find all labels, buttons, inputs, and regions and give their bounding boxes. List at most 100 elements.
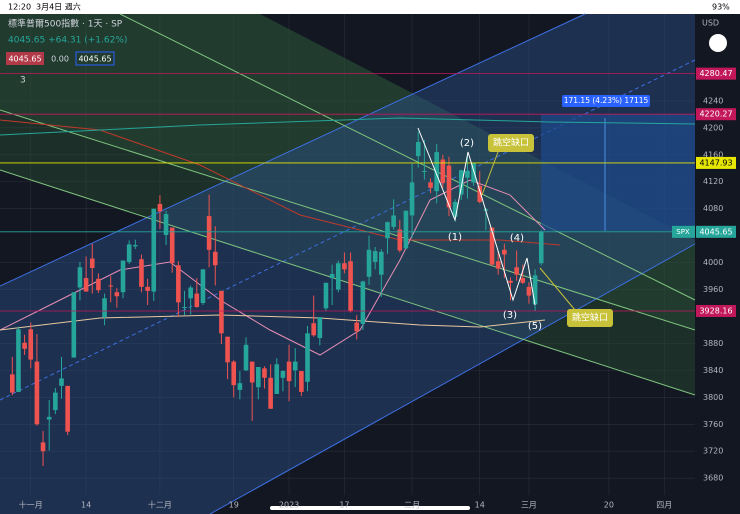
channel-line bbox=[0, 13, 586, 287]
candle-body bbox=[102, 298, 107, 318]
y-tick-label: 3840 bbox=[703, 366, 723, 375]
y-tick-label: 4080 bbox=[703, 204, 723, 213]
candle-body bbox=[139, 259, 144, 287]
candle-body bbox=[348, 261, 353, 312]
symbol-tag bbox=[672, 225, 695, 238]
candle-body bbox=[471, 162, 476, 183]
candle-body bbox=[292, 361, 298, 371]
candle-body bbox=[335, 263, 341, 290]
price-tag bbox=[696, 225, 736, 238]
candle-body bbox=[83, 278, 89, 292]
price-tag bbox=[696, 67, 736, 80]
x-tick-label: 三月 bbox=[521, 501, 537, 510]
candle-body bbox=[89, 258, 95, 268]
candle-body bbox=[65, 385, 70, 432]
candle-body bbox=[538, 231, 544, 264]
price-tag bbox=[696, 108, 736, 121]
candle-body bbox=[299, 371, 304, 392]
candle-body bbox=[280, 371, 286, 378]
candle-body bbox=[120, 260, 126, 293]
callout-pointer bbox=[481, 151, 499, 196]
candle-body bbox=[372, 251, 378, 262]
candle-body bbox=[495, 261, 501, 269]
wave-label: (4) bbox=[510, 233, 524, 244]
measure-label: 171.15 (4.23%) 17115 bbox=[564, 96, 649, 105]
candle-body bbox=[219, 290, 224, 334]
channel-line bbox=[0, 169, 696, 396]
candle-body bbox=[354, 322, 360, 332]
moving-average bbox=[0, 179, 546, 356]
candle-body bbox=[157, 203, 163, 212]
price-tag-label: 4045.65 bbox=[699, 227, 732, 236]
candle-body bbox=[262, 368, 267, 378]
candle-body bbox=[409, 182, 415, 216]
candle-body bbox=[28, 329, 34, 360]
candle-body bbox=[243, 344, 249, 371]
candle-body bbox=[342, 263, 347, 270]
candle-body bbox=[108, 285, 114, 287]
x-tick-label: 二月 bbox=[404, 501, 420, 510]
candle-body bbox=[163, 214, 169, 235]
price-tag-label: 3928.16 bbox=[699, 306, 732, 315]
candle-body bbox=[256, 367, 261, 388]
status-date: 3月4日 週六 bbox=[36, 2, 81, 12]
candle-body bbox=[40, 442, 46, 452]
price-tag bbox=[696, 304, 736, 317]
candle-body bbox=[465, 170, 470, 178]
wave-line bbox=[417, 127, 536, 306]
callout-pointer bbox=[539, 267, 576, 311]
wave-label: (2) bbox=[460, 138, 474, 149]
wave-label: (3) bbox=[503, 310, 517, 321]
candle-body bbox=[169, 227, 175, 264]
candle-body bbox=[10, 374, 15, 393]
candle-body bbox=[452, 201, 458, 217]
candle-body bbox=[176, 265, 181, 303]
candle-body bbox=[206, 216, 212, 250]
x-tick-label: 2023 bbox=[279, 501, 299, 510]
zoom-button[interactable] bbox=[709, 34, 727, 52]
candle-body bbox=[397, 229, 403, 251]
status-bar bbox=[0, 0, 740, 14]
candle-body bbox=[249, 361, 255, 383]
candle-body bbox=[514, 267, 519, 275]
candle-body bbox=[126, 244, 132, 262]
candle-body bbox=[225, 336, 230, 363]
callout-bg bbox=[567, 309, 613, 327]
candle-body bbox=[212, 251, 218, 266]
indicator-count[interactable]: 3 bbox=[20, 76, 26, 86]
channel-line bbox=[0, 109, 696, 331]
home-indicator bbox=[270, 506, 470, 510]
currency: USD bbox=[702, 19, 719, 28]
candle-body bbox=[508, 280, 513, 283]
callout-bg bbox=[488, 134, 534, 152]
x-tick-label: 14 bbox=[81, 501, 91, 510]
y-tick-label: 3880 bbox=[703, 339, 723, 348]
bid-box[interactable] bbox=[6, 52, 44, 65]
candle-body bbox=[194, 293, 200, 308]
callout: 跳空缺口 bbox=[493, 137, 529, 149]
candle-body bbox=[440, 159, 446, 184]
candle-body bbox=[274, 364, 280, 394]
y-tick-label: 4120 bbox=[703, 177, 723, 186]
candle-body bbox=[114, 292, 120, 297]
green-channel bbox=[0, 14, 695, 330]
quote: 4045.65 +64.31 (+1.62%) bbox=[8, 36, 127, 46]
wave-label: (5) bbox=[528, 321, 542, 332]
x-tick-label: 20 bbox=[604, 501, 614, 510]
y-tick-label: 3960 bbox=[703, 285, 723, 294]
y-tick-label: 3760 bbox=[703, 420, 723, 429]
candle-body bbox=[182, 307, 187, 309]
candle-body bbox=[366, 249, 372, 277]
price-tag-label: 4280.47 bbox=[699, 69, 732, 78]
price-tag bbox=[696, 156, 736, 169]
moving-average bbox=[0, 117, 696, 136]
candle-body bbox=[46, 416, 52, 420]
measure-box bbox=[541, 114, 695, 231]
symbol-tag-label: SPX bbox=[676, 228, 690, 236]
ask-box[interactable] bbox=[75, 51, 115, 66]
candle-body bbox=[323, 282, 329, 309]
candle-body bbox=[286, 361, 292, 382]
candle-body bbox=[379, 251, 384, 275]
candle-body bbox=[489, 227, 495, 265]
